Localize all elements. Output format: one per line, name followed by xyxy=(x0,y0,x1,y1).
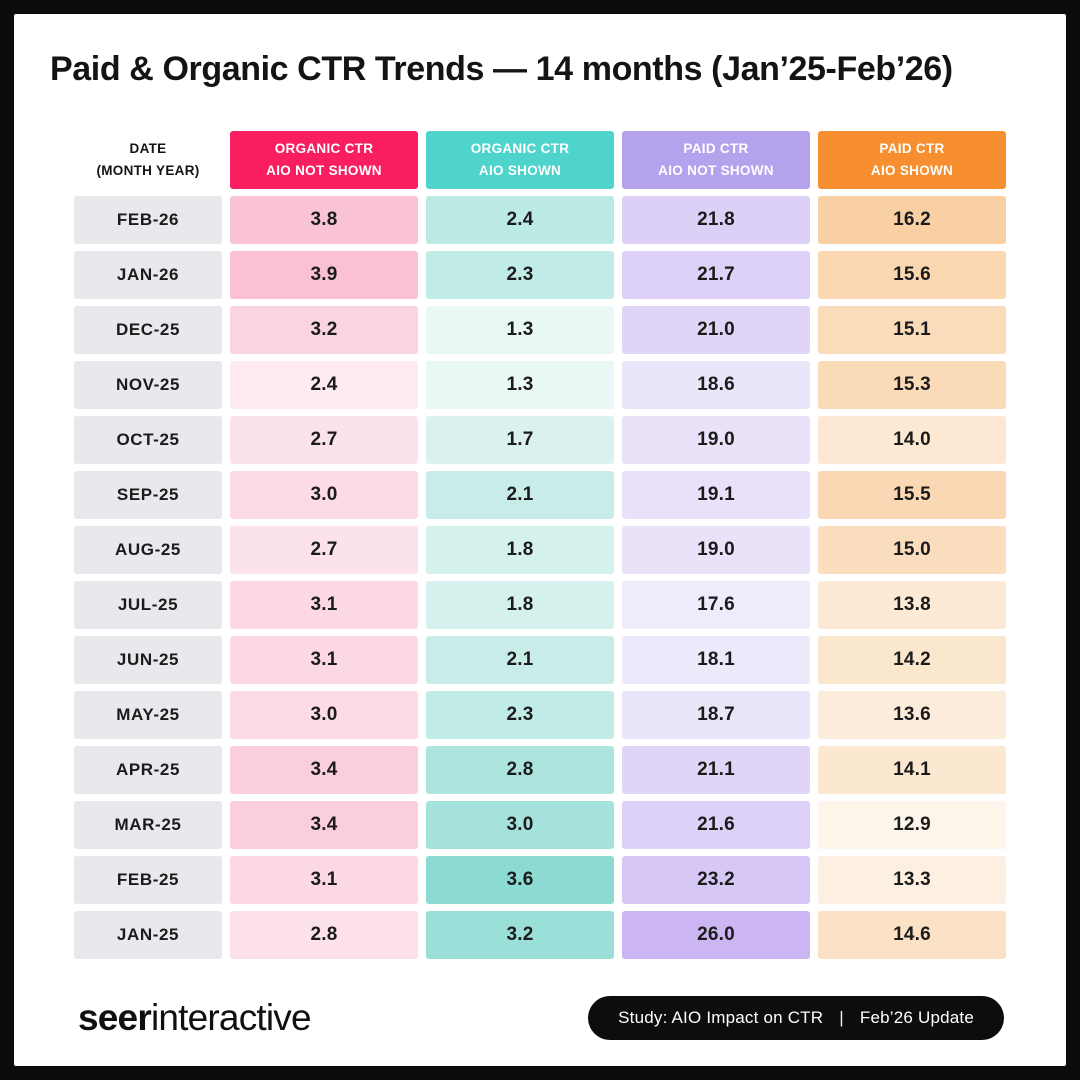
value-cell: 17.6 xyxy=(622,581,810,629)
value-cell: 15.3 xyxy=(818,361,1006,409)
value-cell: 2.3 xyxy=(426,691,614,739)
value-cell: 1.8 xyxy=(426,581,614,629)
value-cell: 15.1 xyxy=(818,306,1006,354)
value-cell: 18.7 xyxy=(622,691,810,739)
value-cell: 2.3 xyxy=(426,251,614,299)
value-cell: 3.1 xyxy=(230,581,418,629)
row-date-label: APR-25 xyxy=(74,746,222,794)
value-cell: 15.5 xyxy=(818,471,1006,519)
logo-text-light: interactive xyxy=(150,997,312,1038)
value-cell: 13.3 xyxy=(818,856,1006,904)
column-header: PAID CTR AIO NOT SHOWN xyxy=(622,131,810,189)
value-cell: 16.2 xyxy=(818,196,1006,244)
value-cell: 2.4 xyxy=(426,196,614,244)
study-badge: Study: AIO Impact on CTR | Feb’26 Update xyxy=(588,996,1004,1040)
row-date-label: FEB-25 xyxy=(74,856,222,904)
seer-interactive-logo: seerinteractive xyxy=(78,997,312,1039)
value-cell: 3.2 xyxy=(426,911,614,959)
value-cell: 19.1 xyxy=(622,471,810,519)
row-date-label: JUN-25 xyxy=(74,636,222,684)
value-cell: 21.6 xyxy=(622,801,810,849)
date-column-header: DATE (MONTH YEAR) xyxy=(74,131,222,189)
column-header-line2: AIO NOT SHOWN xyxy=(266,163,382,178)
value-cell: 14.2 xyxy=(818,636,1006,684)
value-cell: 2.1 xyxy=(426,636,614,684)
row-date-label: AUG-25 xyxy=(74,526,222,574)
value-cell: 3.2 xyxy=(230,306,418,354)
value-cell: 2.4 xyxy=(230,361,418,409)
date-header-line1: DATE xyxy=(129,141,167,157)
column-header-line1: ORGANIC CTR xyxy=(274,141,374,157)
footer: seerinteractive Study: AIO Impact on CTR… xyxy=(78,996,1004,1040)
value-cell: 3.1 xyxy=(230,636,418,684)
value-cell: 3.0 xyxy=(426,801,614,849)
value-cell: 18.1 xyxy=(622,636,810,684)
column-header-line2: AIO SHOWN xyxy=(870,163,954,178)
date-header-line2: (MONTH YEAR) xyxy=(96,163,200,178)
value-cell: 3.9 xyxy=(230,251,418,299)
value-cell: 1.3 xyxy=(426,306,614,354)
row-date-label: FEB-26 xyxy=(74,196,222,244)
value-cell: 3.4 xyxy=(230,801,418,849)
row-date-label: SEP-25 xyxy=(74,471,222,519)
value-cell: 3.1 xyxy=(230,856,418,904)
column-header-line1: ORGANIC CTR xyxy=(470,141,570,157)
row-date-label: JAN-25 xyxy=(74,911,222,959)
value-cell: 18.6 xyxy=(622,361,810,409)
row-date-label: OCT-25 xyxy=(74,416,222,464)
badge-study-label: Study: AIO Impact on CTR xyxy=(618,1008,824,1027)
value-cell: 2.7 xyxy=(230,416,418,464)
value-cell: 14.0 xyxy=(818,416,1006,464)
value-cell: 3.8 xyxy=(230,196,418,244)
value-cell: 3.0 xyxy=(230,691,418,739)
value-cell: 23.2 xyxy=(622,856,810,904)
row-date-label: MAY-25 xyxy=(74,691,222,739)
row-date-label: DEC-25 xyxy=(74,306,222,354)
column-header: ORGANIC CTR AIO SHOWN xyxy=(426,131,614,189)
column-header: PAID CTR AIO SHOWN xyxy=(818,131,1006,189)
column-header-line1: PAID CTR xyxy=(683,141,749,157)
badge-update-label: Feb’26 Update xyxy=(859,1008,974,1027)
value-cell: 1.3 xyxy=(426,361,614,409)
value-cell: 21.8 xyxy=(622,196,810,244)
value-cell: 14.6 xyxy=(818,911,1006,959)
value-cell: 3.4 xyxy=(230,746,418,794)
value-cell: 2.1 xyxy=(426,471,614,519)
value-cell: 21.7 xyxy=(622,251,810,299)
row-date-label: JAN-26 xyxy=(74,251,222,299)
logo-text-bold: seer xyxy=(78,997,152,1038)
value-cell: 19.0 xyxy=(622,526,810,574)
column-header: ORGANIC CTR AIO NOT SHOWN xyxy=(230,131,418,189)
value-cell: 1.7 xyxy=(426,416,614,464)
column-header-line2: AIO SHOWN xyxy=(478,163,562,178)
value-cell: 21.1 xyxy=(622,746,810,794)
value-cell: 12.9 xyxy=(818,801,1006,849)
value-cell: 13.6 xyxy=(818,691,1006,739)
value-cell: 1.8 xyxy=(426,526,614,574)
value-cell: 13.8 xyxy=(818,581,1006,629)
infographic-card: Paid & Organic CTR Trends — 14 months (J… xyxy=(14,14,1066,1066)
row-date-label: JUL-25 xyxy=(74,581,222,629)
value-cell: 15.6 xyxy=(818,251,1006,299)
value-cell: 15.0 xyxy=(818,526,1006,574)
value-cell: 14.1 xyxy=(818,746,1006,794)
page-title: Paid & Organic CTR Trends — 14 months (J… xyxy=(50,50,953,88)
value-cell: 2.8 xyxy=(426,746,614,794)
value-cell: 3.6 xyxy=(426,856,614,904)
row-date-label: NOV-25 xyxy=(74,361,222,409)
value-cell: 2.8 xyxy=(230,911,418,959)
column-header-line2: AIO NOT SHOWN xyxy=(658,163,774,178)
row-date-label: MAR-25 xyxy=(74,801,222,849)
value-cell: 2.7 xyxy=(230,526,418,574)
value-cell: 26.0 xyxy=(622,911,810,959)
ctr-table: DATE (MONTH YEAR) ORGANIC CTR AIO NOT SHOWN… xyxy=(74,131,1006,959)
value-cell: 19.0 xyxy=(622,416,810,464)
column-header-line1: PAID CTR xyxy=(879,141,945,157)
badge-separator: | xyxy=(839,1008,844,1027)
value-cell: 21.0 xyxy=(622,306,810,354)
value-cell: 3.0 xyxy=(230,471,418,519)
